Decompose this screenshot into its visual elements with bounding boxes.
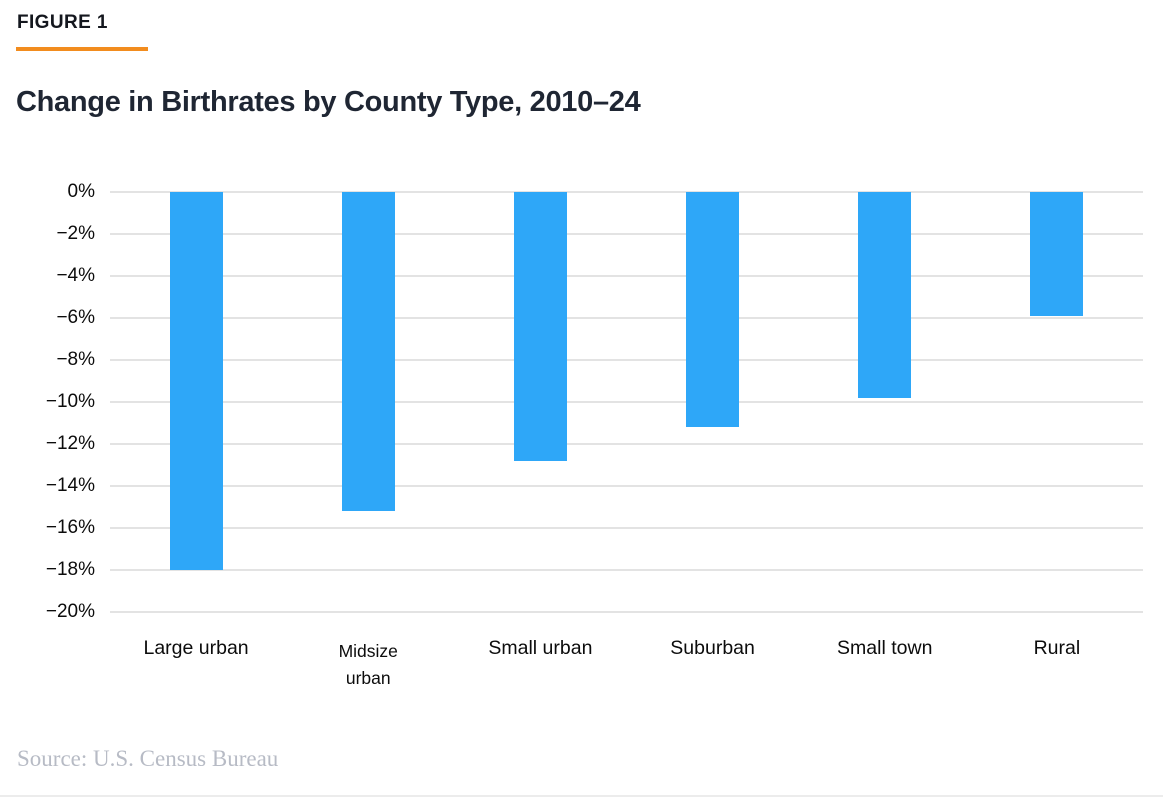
x-axis-label-small-urban: Small urban	[488, 637, 593, 659]
y-tick-label: −10%	[45, 391, 95, 412]
gridline--6-	[110, 317, 1143, 319]
x-axis-label-midsize-urban: Midsize urban	[338, 641, 398, 688]
y-tick-label: −4%	[56, 265, 95, 286]
y-tick-label: −14%	[45, 475, 95, 496]
gridline--4-	[110, 275, 1143, 277]
y-tick-label: −2%	[56, 223, 95, 244]
bar-small-urban	[513, 192, 567, 461]
accent-rule	[16, 47, 148, 51]
bar-rural	[1030, 192, 1084, 316]
y-tick-label: −6%	[56, 307, 95, 328]
y-tick-label: −18%	[45, 559, 95, 580]
x-axis-label-large-urban: Large urban	[143, 637, 249, 659]
gridline--14-	[110, 485, 1143, 487]
bar-small-town	[858, 192, 912, 398]
gridline--8-	[110, 359, 1143, 361]
gridline-0-	[110, 191, 1143, 193]
y-tick-label: −12%	[45, 433, 95, 454]
gridline--10-	[110, 401, 1143, 403]
figure-label: FIGURE 1	[17, 12, 108, 33]
y-tick-label: −20%	[45, 601, 95, 622]
gridline--12-	[110, 443, 1143, 445]
gridline--20-	[110, 611, 1143, 613]
bar-midsize-urban	[341, 192, 395, 512]
y-tick-label: −8%	[56, 349, 95, 370]
x-axis-label-suburban: Suburban	[670, 637, 755, 659]
gridline--2-	[110, 233, 1143, 235]
y-tick-label: −16%	[45, 517, 95, 538]
x-axis-label-rural: Rural	[1033, 637, 1081, 659]
gridline--16-	[110, 527, 1143, 529]
chart-title: Change in Birthrates by County Type, 201…	[16, 86, 641, 118]
bar-large-urban	[169, 192, 223, 570]
gridline--18-	[110, 569, 1143, 571]
y-tick-label: 0%	[67, 181, 95, 202]
bar-suburban	[686, 192, 740, 428]
x-axis-label-small-town: Small town	[837, 637, 933, 659]
source-note: Source: U.S. Census Bureau	[17, 746, 279, 771]
